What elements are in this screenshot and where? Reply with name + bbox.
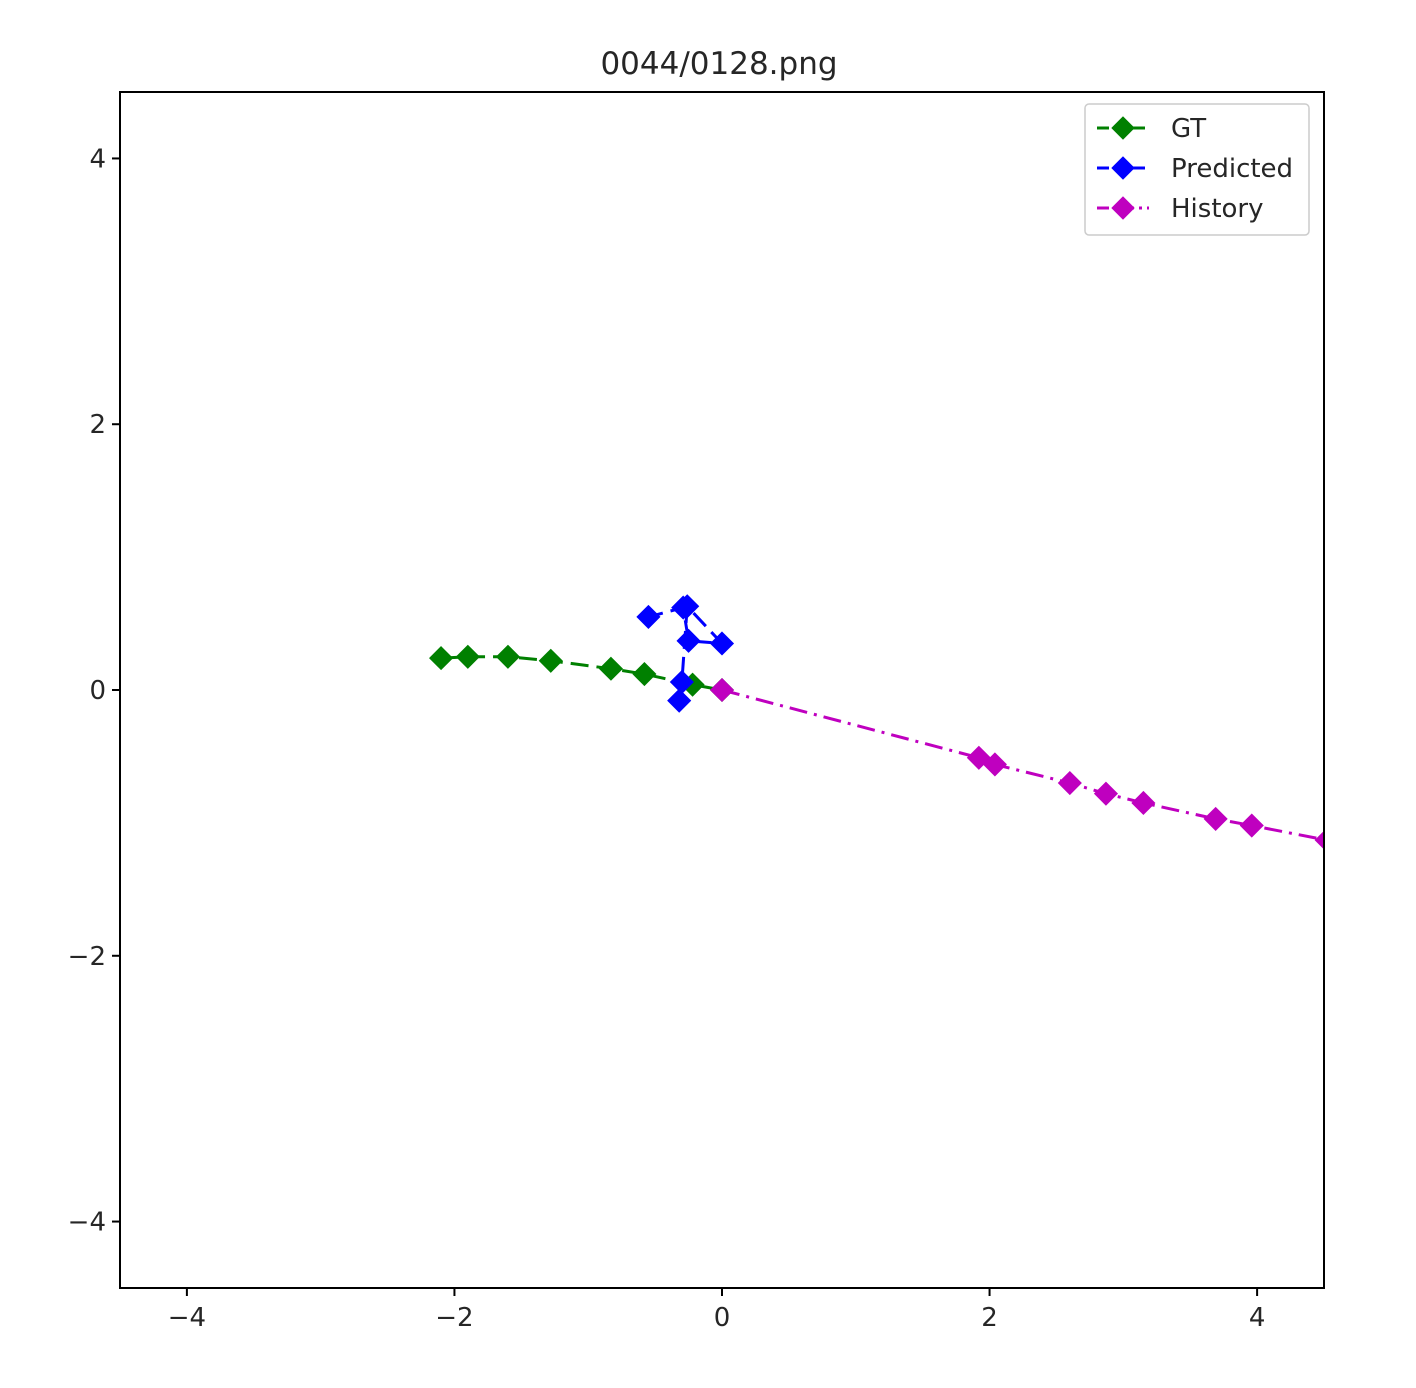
predicted-point <box>636 604 661 629</box>
y-tick-label: −2 <box>68 942 106 972</box>
legend-predicted-marker <box>1111 156 1135 180</box>
x-tick-label: −4 <box>168 1303 206 1333</box>
history-point <box>1239 813 1264 838</box>
legend-gt-marker <box>1111 116 1135 140</box>
history-point <box>1314 830 1324 850</box>
x-tick-label: −2 <box>435 1303 473 1333</box>
y-tick-label: −4 <box>68 1208 106 1238</box>
legend-gt-label: GT <box>1171 114 1206 144</box>
gt-point <box>538 648 563 673</box>
chart-title: 0044/0128.png <box>600 46 837 82</box>
x-tick-label: 4 <box>1249 1303 1266 1333</box>
y-tick-label: 0 <box>89 676 106 706</box>
history-point <box>709 677 735 703</box>
gt-point <box>598 656 624 681</box>
gt-point <box>495 644 521 669</box>
history-point <box>1131 790 1156 816</box>
x-tick-label: 0 <box>714 1303 731 1333</box>
predicted-point <box>667 688 692 713</box>
history-point <box>982 752 1007 777</box>
y-tick-label: 4 <box>89 144 106 174</box>
legend-history-label: History <box>1171 194 1264 224</box>
legend-predicted-label: Predicted <box>1171 154 1293 184</box>
history-point <box>1093 781 1119 806</box>
y-tick-label: 2 <box>89 410 106 440</box>
legend-box <box>1084 103 1310 236</box>
history-point <box>1057 770 1082 796</box>
gt-point <box>455 644 480 669</box>
history-point <box>1203 806 1228 831</box>
predicted-point <box>676 628 701 653</box>
x-tick-label: 2 <box>981 1303 998 1333</box>
legend-history-marker <box>1111 196 1135 220</box>
predicted-point <box>669 669 694 695</box>
gt-point <box>429 646 454 671</box>
predicted-point <box>709 631 735 656</box>
gt-point <box>632 661 657 687</box>
history-series-line <box>721 688 1324 842</box>
legend: GT Predicted History <box>1084 103 1310 236</box>
predicted-point <box>671 595 696 620</box>
